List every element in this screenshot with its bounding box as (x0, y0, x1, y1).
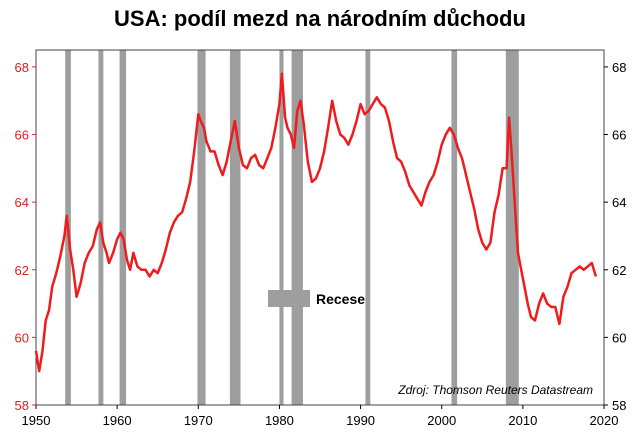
y-right-tick-label-4: 66 (612, 128, 626, 143)
recession-band-6 (291, 50, 303, 405)
legend-text-bg (314, 288, 364, 308)
y-right-tick-label-0: 58 (612, 398, 626, 413)
plot-frame (35, 49, 605, 406)
source-note: Zdroj: Thomson Reuters Datastream (397, 383, 593, 397)
x-tick-label-0: 1950 (22, 413, 51, 428)
y-left-tick-label-1: 60 (15, 330, 29, 345)
recession-bands (65, 50, 519, 405)
y-right-tick-label-2: 62 (612, 263, 626, 278)
x-tick-label-1: 1960 (103, 413, 132, 428)
recession-band-4 (229, 50, 241, 405)
chart-title: USA: podíl mezd na národním důchodu (114, 6, 526, 31)
x-tick-label-6: 2010 (508, 413, 537, 428)
recession-band-2 (119, 50, 127, 405)
x-tick-label-2: 1970 (184, 413, 213, 428)
y-right-tick-label-5: 68 (612, 60, 626, 75)
series-line-wage-share (34, 72, 598, 373)
axes: 1950 1960 1970 1980 1990 2000 2010 202058606264… (15, 60, 627, 428)
recession-band-3 (197, 50, 206, 405)
legend-label-recession: Recese (316, 291, 365, 307)
recession-band-5 (279, 50, 284, 405)
y-right-tick-label-1: 60 (612, 330, 626, 345)
y-left-tick-label-0: 58 (15, 398, 29, 413)
y-left-tick-label-4: 66 (15, 128, 29, 143)
y-left-tick-label-3: 64 (15, 195, 29, 210)
legend-swatch-recession (268, 290, 310, 307)
y-left-tick-label-2: 62 (15, 263, 29, 278)
x-tick-label-5: 2000 (427, 413, 456, 428)
x-tick-label-4: 1990 (346, 413, 375, 428)
y-left-tick-label-5: 68 (15, 60, 29, 75)
x-tick-label-3: 1980 (265, 413, 294, 428)
x-tick-label-7: 2020 (590, 413, 619, 428)
plot-border (35, 49, 605, 406)
recession-band-7 (365, 50, 371, 405)
y-right-tick-label-3: 64 (612, 195, 626, 210)
recession-band-8 (451, 50, 458, 405)
legend: Recese (268, 288, 365, 308)
